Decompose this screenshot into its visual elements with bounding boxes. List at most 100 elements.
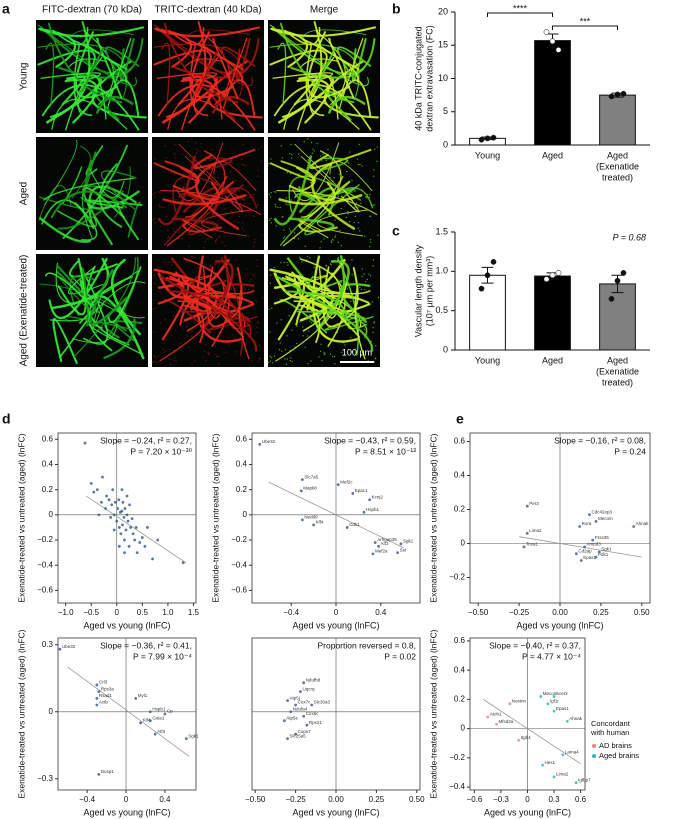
data-point — [109, 515, 113, 519]
speckle — [249, 196, 251, 198]
significance-bracket — [487, 12, 553, 17]
y-tick-label: 20 — [438, 6, 448, 16]
vessel — [277, 42, 287, 105]
vessel — [67, 58, 107, 68]
vessel — [110, 258, 141, 336]
speckle — [204, 241, 206, 243]
speckle — [351, 274, 353, 276]
speckle — [323, 238, 325, 240]
speckle — [341, 351, 343, 353]
speckle — [304, 245, 306, 247]
annotation: P = 0.24 — [614, 446, 646, 456]
speckle — [290, 143, 292, 146]
speckle — [169, 349, 171, 351]
vessel — [280, 160, 316, 192]
speckle — [357, 227, 359, 229]
x-tick-label: Aged — [542, 150, 563, 160]
speckle — [369, 215, 371, 218]
point-label: Nedd9 — [304, 515, 318, 520]
speckle — [231, 210, 233, 213]
speckle — [364, 289, 366, 291]
speckle — [153, 282, 155, 284]
y-tick-label: 0.6 — [42, 434, 54, 443]
speckle — [289, 173, 292, 175]
x-tick-label: Aged — [542, 355, 563, 365]
y-tick-label: 0.6 — [454, 636, 466, 645]
vessel — [107, 37, 132, 109]
data-point — [620, 90, 627, 97]
data-point — [120, 509, 124, 513]
point-label: Atf3 — [381, 541, 390, 546]
speckle — [360, 288, 363, 290]
speckle — [276, 322, 278, 324]
vessel — [319, 157, 349, 171]
point-label: Per3 — [529, 501, 539, 506]
vessel — [47, 22, 123, 104]
vessel — [279, 22, 355, 104]
speckle — [178, 346, 180, 348]
speckle — [345, 216, 348, 218]
vessel — [277, 278, 306, 341]
vessel — [221, 46, 256, 75]
speckle — [309, 181, 311, 184]
vessel — [56, 210, 98, 228]
point-label: Sgk1 — [188, 733, 199, 738]
speckle — [182, 321, 184, 323]
speckle — [155, 357, 157, 359]
speckle — [241, 227, 243, 229]
data-point — [594, 520, 598, 523]
speckle — [213, 176, 215, 179]
point-label: Kcnj2 — [372, 494, 384, 499]
data-point — [58, 647, 62, 651]
vessel — [189, 44, 209, 117]
vessel — [87, 190, 140, 210]
x-tick-label: Young — [475, 355, 500, 365]
speckle — [234, 336, 236, 339]
speckle — [257, 361, 259, 363]
speckle — [293, 232, 296, 234]
speckle — [260, 146, 262, 148]
speckle — [197, 165, 199, 167]
speckle — [309, 320, 311, 322]
annotation: P = 7.99 × 10⁻⁴ — [133, 651, 192, 661]
vessel — [153, 49, 212, 106]
point-label: Slc30a3 — [314, 700, 331, 705]
data-point — [123, 507, 127, 510]
data-point — [128, 503, 131, 507]
data-point — [484, 272, 491, 279]
point-label: Cox7c — [298, 700, 312, 705]
x-axis-label: Aged vs young (lnFC) — [516, 620, 603, 630]
vessel — [39, 196, 94, 211]
speckle — [243, 230, 245, 232]
vessel — [163, 187, 258, 246]
point-label: Lima2 — [529, 528, 542, 533]
data-point — [115, 519, 119, 523]
speckle — [347, 210, 349, 213]
x-tick-label: 0 — [525, 795, 530, 804]
speckle — [216, 239, 218, 241]
y-tick-label: 0.2 — [454, 694, 466, 703]
speckle — [216, 355, 218, 358]
vessel — [52, 26, 89, 46]
x-tick-label: Aged — [607, 150, 628, 160]
speckle — [354, 206, 356, 209]
point-label: Mef2a — [375, 549, 388, 554]
speckle — [319, 247, 321, 249]
speckle — [323, 353, 325, 356]
speckle — [369, 275, 372, 277]
panel-label: e — [456, 411, 464, 427]
x-tick-label: −0.50 — [245, 795, 266, 804]
speckle — [338, 173, 340, 175]
data-point — [138, 541, 142, 544]
fit-line — [268, 481, 404, 548]
speckle — [290, 199, 292, 201]
speckle — [377, 234, 379, 236]
speckle — [315, 229, 317, 231]
speckle — [153, 355, 155, 357]
vessel — [64, 78, 98, 124]
data-point — [95, 696, 99, 700]
vessel — [107, 266, 142, 324]
data-point — [125, 513, 129, 517]
data-point — [116, 507, 120, 510]
fit-line — [483, 699, 581, 765]
